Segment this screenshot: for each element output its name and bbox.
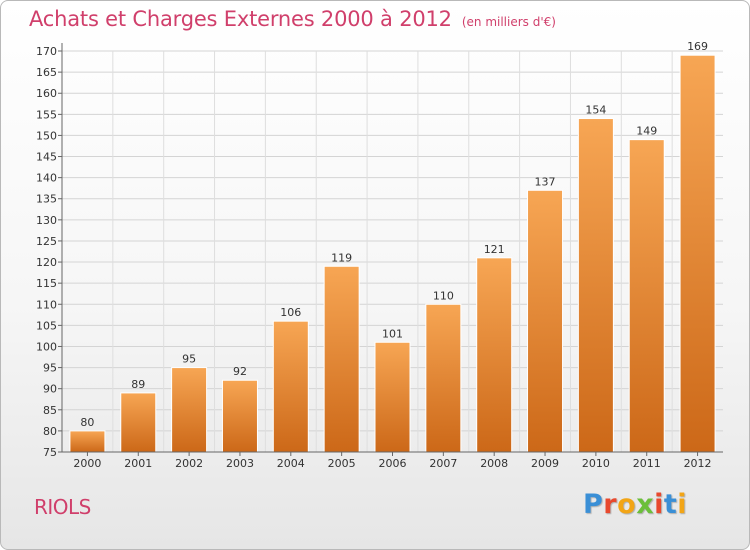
logo-letter: r xyxy=(603,489,618,520)
bar-2002 xyxy=(171,367,208,453)
data-label-2012: 169 xyxy=(687,40,708,53)
x-tick-label: 2000 xyxy=(73,457,101,470)
x-tick-label: 2001 xyxy=(124,457,152,470)
proxiti-logo: Proxiti xyxy=(583,489,687,520)
y-tick-label: 140 xyxy=(36,172,57,185)
y-tick-label: 120 xyxy=(36,256,57,269)
chart-unit: (en milliers d'€) xyxy=(461,15,556,29)
data-label-2011: 149 xyxy=(636,125,657,138)
x-tick-label: 2004 xyxy=(277,457,305,470)
data-label-2006: 101 xyxy=(382,327,403,340)
y-tick-label: 85 xyxy=(43,404,57,417)
data-label-2004: 106 xyxy=(280,306,301,319)
bar-2010 xyxy=(577,118,614,453)
y-tick-label: 100 xyxy=(36,340,57,353)
chart-title: Achats et Charges Externes 2000 à 2012 (e… xyxy=(29,7,556,31)
x-tick-label: 2006 xyxy=(379,457,407,470)
data-label-2007: 110 xyxy=(433,289,454,302)
data-label-2000: 80 xyxy=(80,416,94,429)
y-tick-label: 150 xyxy=(36,129,57,142)
logo-letter: i xyxy=(677,489,688,520)
logo-letter: o xyxy=(617,489,637,520)
x-tick-label: 2005 xyxy=(328,457,356,470)
y-tick-label: 165 xyxy=(36,66,57,79)
x-tick-label: 2012 xyxy=(684,457,712,470)
y-tick-label: 145 xyxy=(36,151,57,164)
y-axis-ticks: 75 80 85 90 95 100 105 110 115 120 125 130 135 140 145… xyxy=(36,45,62,459)
data-labels: 80 89 95 92 106 119 101 110 121 137 154 149 169 xyxy=(80,40,708,429)
data-label-2002: 95 xyxy=(182,353,196,366)
bar-2006 xyxy=(374,341,411,453)
y-tick-label: 75 xyxy=(43,446,57,459)
bar-2005 xyxy=(323,265,360,453)
x-tick-label: 2002 xyxy=(175,457,203,470)
y-tick-label: 110 xyxy=(36,298,57,311)
x-axis-ticks: 2000 2001 2002 2003 2004 2005 2006 2007 2008 2009… xyxy=(73,452,712,470)
bar-2007 xyxy=(425,303,462,453)
bar-2004 xyxy=(272,320,309,453)
logo-letter: i xyxy=(654,489,664,520)
data-label-2005: 119 xyxy=(331,251,352,264)
logo-letter: P xyxy=(583,489,604,520)
y-tick-label: 80 xyxy=(43,425,57,438)
x-tick-label: 2003 xyxy=(226,457,254,470)
y-tick-label: 105 xyxy=(36,319,57,332)
bar-2001 xyxy=(120,392,157,453)
y-tick-label: 160 xyxy=(36,87,57,100)
bars xyxy=(69,54,716,453)
logo-letter: x xyxy=(636,489,655,520)
commune-name: RIOLS xyxy=(34,495,91,519)
bar-2003 xyxy=(221,379,258,453)
y-tick-label: 125 xyxy=(36,235,57,248)
axes xyxy=(61,43,723,453)
y-tick-label: 95 xyxy=(43,362,57,375)
x-tick-label: 2008 xyxy=(480,457,508,470)
x-tick-label: 2011 xyxy=(633,457,661,470)
y-tick-label: 170 xyxy=(36,45,57,58)
x-tick-label: 2009 xyxy=(531,457,559,470)
logo-letter: t xyxy=(663,489,678,520)
bar-2000 xyxy=(69,430,106,453)
x-tick-label: 2007 xyxy=(429,457,457,470)
bar-2008 xyxy=(476,257,513,453)
x-tick-label: 2010 xyxy=(582,457,610,470)
y-tick-label: 155 xyxy=(36,108,57,121)
y-tick-label: 135 xyxy=(36,193,57,206)
data-label-2003: 92 xyxy=(233,365,247,378)
data-label-2009: 137 xyxy=(535,175,556,188)
chart-title-text: Achats et Charges Externes 2000 à 2012 xyxy=(29,7,452,31)
bar-2011 xyxy=(628,139,665,453)
y-tick-label: 130 xyxy=(36,214,57,227)
data-label-2001: 89 xyxy=(131,378,145,391)
data-label-2008: 121 xyxy=(484,243,505,256)
data-label-2010: 154 xyxy=(585,104,606,117)
y-tick-label: 115 xyxy=(36,277,57,290)
y-tick-label: 90 xyxy=(43,383,57,396)
bar-2009 xyxy=(527,189,564,453)
bar-2012 xyxy=(679,54,716,453)
